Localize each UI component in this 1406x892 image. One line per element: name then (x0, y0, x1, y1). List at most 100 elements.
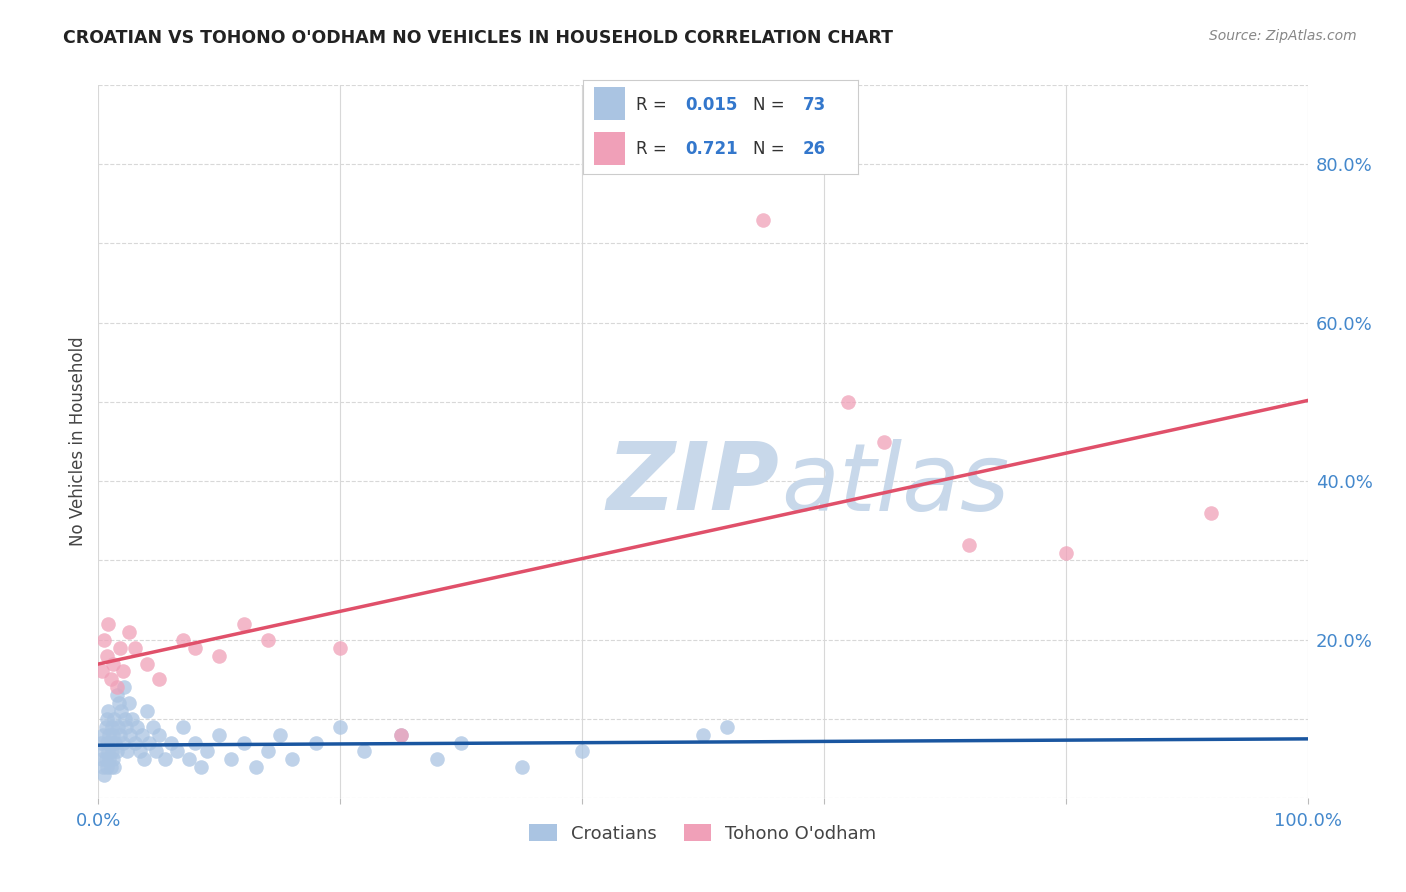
Point (269, 728, 291, 742)
Text: R =: R = (636, 96, 672, 114)
Legend: Croatians, Tohono O'odham: Croatians, Tohono O'odham (522, 817, 884, 850)
Text: 0.015: 0.015 (685, 96, 737, 114)
Point (510, 759, 533, 773)
Point (190, 759, 212, 773)
Point (100, 759, 122, 773)
Point (256, 744, 278, 758)
Point (305, 736, 328, 750)
Point (208, 728, 231, 742)
Point (221, 752, 243, 766)
Point (108, 696, 131, 710)
Point (108, 640, 131, 655)
Point (281, 752, 304, 766)
Point (97, 616, 120, 631)
Point (135, 704, 157, 718)
Point (96, 736, 118, 750)
Point (184, 736, 207, 750)
Point (91, 759, 114, 773)
Point (100, 736, 122, 750)
Point (101, 752, 124, 766)
Point (172, 632, 194, 647)
Text: CROATIAN VS TOHONO O'ODHAM NO VEHICLES IN HOUSEHOLD CORRELATION CHART: CROATIAN VS TOHONO O'ODHAM NO VEHICLES I… (63, 29, 893, 47)
Text: N =: N = (754, 96, 790, 114)
Point (124, 640, 146, 655)
Point (716, 720, 738, 734)
Point (111, 736, 134, 750)
Point (103, 712, 125, 726)
Point (145, 744, 167, 758)
Point (101, 657, 124, 671)
Point (111, 665, 134, 679)
Point (571, 744, 593, 758)
Point (142, 720, 165, 734)
Text: 73: 73 (803, 96, 827, 114)
Text: 0.721: 0.721 (685, 140, 738, 158)
Point (103, 759, 125, 773)
Point (110, 704, 132, 718)
Point (93, 744, 115, 758)
Point (957, 538, 980, 552)
Point (692, 728, 714, 742)
Point (91, 752, 114, 766)
Point (752, 212, 775, 227)
Text: Source: ZipAtlas.com: Source: ZipAtlas.com (1209, 29, 1357, 44)
Point (96, 648, 118, 663)
Point (166, 744, 188, 758)
Point (195, 744, 218, 758)
Point (121, 712, 143, 726)
Point (160, 736, 183, 750)
Point (118, 624, 141, 639)
Point (329, 720, 352, 734)
Point (148, 728, 170, 742)
Text: atlas: atlas (782, 439, 1010, 530)
Point (115, 720, 138, 734)
Point (837, 395, 859, 409)
Point (104, 736, 127, 750)
Point (245, 759, 267, 773)
Point (329, 640, 352, 655)
Point (96, 759, 118, 773)
Point (105, 688, 128, 702)
Point (128, 744, 150, 758)
Point (450, 736, 472, 750)
Point (131, 728, 153, 742)
Point (124, 736, 146, 750)
Point (114, 712, 136, 726)
Point (97, 704, 120, 718)
Point (101, 728, 124, 742)
Point (873, 434, 896, 449)
Text: R =: R = (636, 140, 672, 158)
Point (90, 736, 112, 750)
Point (93, 632, 115, 647)
Point (98, 728, 121, 742)
Point (100, 720, 122, 734)
Point (91, 665, 114, 679)
Bar (595, 132, 624, 164)
Point (426, 752, 449, 766)
Point (105, 744, 128, 758)
Point (98, 752, 121, 766)
Point (96, 712, 118, 726)
Bar (595, 87, 624, 120)
Point (172, 720, 194, 734)
Text: ZIP: ZIP (606, 438, 779, 531)
Point (105, 681, 128, 695)
Point (232, 616, 254, 631)
Point (112, 681, 135, 695)
Point (208, 648, 231, 663)
Point (118, 696, 141, 710)
Point (179, 752, 201, 766)
Point (100, 744, 122, 758)
Point (184, 640, 207, 655)
Point (93, 767, 115, 781)
Point (91, 728, 114, 742)
Y-axis label: No Vehicles in Household: No Vehicles in Household (69, 336, 87, 547)
Point (148, 673, 170, 687)
Text: N =: N = (754, 140, 790, 158)
Point (389, 728, 412, 742)
Point (117, 744, 139, 758)
Point (127, 720, 149, 734)
Point (94, 752, 117, 766)
Point (353, 744, 375, 758)
Point (107, 720, 129, 734)
